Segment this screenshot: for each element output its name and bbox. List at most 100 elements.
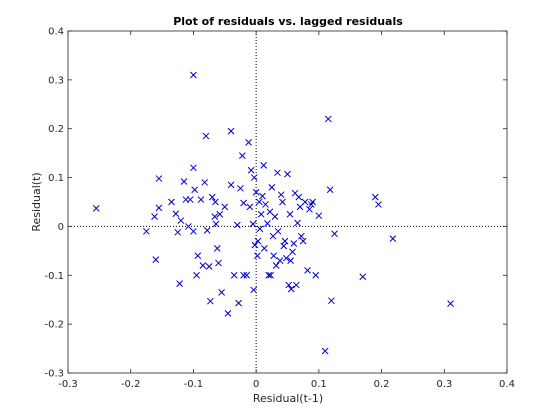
data-point <box>294 219 301 227</box>
data-point <box>304 267 311 274</box>
data-point <box>212 220 220 228</box>
data-point <box>262 201 269 208</box>
data-point <box>259 192 266 200</box>
data-point <box>389 235 397 242</box>
data-point <box>297 232 305 240</box>
data-point <box>238 152 246 159</box>
data-point <box>233 221 241 229</box>
x-tick-label: 0.4 <box>499 379 515 390</box>
reference-lines <box>68 31 507 373</box>
data-point <box>260 245 268 252</box>
data-point <box>321 347 329 355</box>
data-point <box>250 174 258 181</box>
data-point <box>295 193 303 201</box>
data-point <box>260 162 268 169</box>
data-point <box>151 213 158 221</box>
data-point <box>375 201 382 208</box>
data-point <box>254 252 261 260</box>
data-point <box>218 289 226 296</box>
data-point <box>326 186 334 194</box>
data-point <box>251 241 259 249</box>
data-point <box>282 254 290 262</box>
data-point <box>268 183 276 191</box>
x-tick-label: -0.3 <box>58 379 78 390</box>
data-point <box>208 193 216 201</box>
data-point <box>235 299 242 307</box>
x-tick-label: -0.2 <box>121 379 141 390</box>
data-point <box>315 212 323 220</box>
data-point <box>254 237 262 245</box>
data-point <box>287 257 294 264</box>
data-point <box>272 262 280 269</box>
data-point <box>447 300 454 307</box>
data-point <box>197 196 205 203</box>
y-tick-label: -0.1 <box>44 271 64 282</box>
data-point <box>277 191 285 199</box>
y-tick-label: 0.1 <box>48 173 64 184</box>
data-point <box>306 205 313 213</box>
data-point <box>168 198 175 206</box>
data-point <box>213 245 221 252</box>
data-point <box>190 164 197 172</box>
x-tick-label: -0.1 <box>184 379 204 390</box>
data-point <box>371 193 379 201</box>
data-point <box>312 271 320 279</box>
data-point <box>246 203 254 211</box>
data-point <box>177 217 185 224</box>
data-point <box>180 178 188 185</box>
x-tick-label: 0 <box>253 379 259 390</box>
data-point <box>331 230 338 238</box>
data-point <box>212 198 219 206</box>
data-point <box>328 297 335 305</box>
y-tick-label: 0 <box>58 222 64 233</box>
data-point <box>309 198 316 206</box>
data-markers <box>92 71 454 355</box>
data-point <box>174 228 182 236</box>
chart-title: Plot of residuals vs. lagged residuals <box>173 15 403 28</box>
data-point <box>191 186 199 194</box>
data-point <box>203 226 211 234</box>
data-point <box>215 259 222 267</box>
data-point <box>274 227 282 235</box>
data-point <box>270 252 278 260</box>
x-tick-label: 0.2 <box>374 379 390 390</box>
y-tick-label: 0.3 <box>48 75 64 86</box>
data-point <box>274 169 281 177</box>
y-tick-label: 0.2 <box>48 124 64 135</box>
y-tick-label: -0.3 <box>44 369 64 380</box>
data-point <box>250 286 257 294</box>
data-point <box>257 210 265 218</box>
data-point <box>299 237 307 245</box>
data-point <box>284 170 291 178</box>
data-point <box>227 181 235 189</box>
data-point <box>249 220 257 228</box>
y-axis-label: Residual(t) <box>30 172 43 231</box>
data-point <box>207 297 214 305</box>
data-point <box>202 132 210 140</box>
data-point <box>264 220 271 227</box>
data-point <box>265 271 273 279</box>
data-point <box>286 210 294 218</box>
data-point <box>143 227 150 235</box>
data-point <box>172 210 180 218</box>
data-point <box>240 199 247 207</box>
data-point <box>252 188 260 196</box>
data-point <box>281 237 289 245</box>
data-point <box>205 263 213 270</box>
data-point <box>359 273 367 281</box>
data-point <box>240 271 247 279</box>
data-point <box>292 281 300 289</box>
data-point <box>155 175 163 182</box>
data-point <box>230 271 238 279</box>
data-point <box>190 71 197 79</box>
x-tick-label: 0.1 <box>311 379 327 390</box>
data-point <box>287 285 295 293</box>
data-point <box>276 257 284 264</box>
data-point <box>193 271 200 279</box>
data-point <box>255 198 263 206</box>
data-point <box>245 139 252 146</box>
data-point <box>224 310 232 317</box>
data-point <box>279 198 286 206</box>
data-point <box>237 184 244 192</box>
